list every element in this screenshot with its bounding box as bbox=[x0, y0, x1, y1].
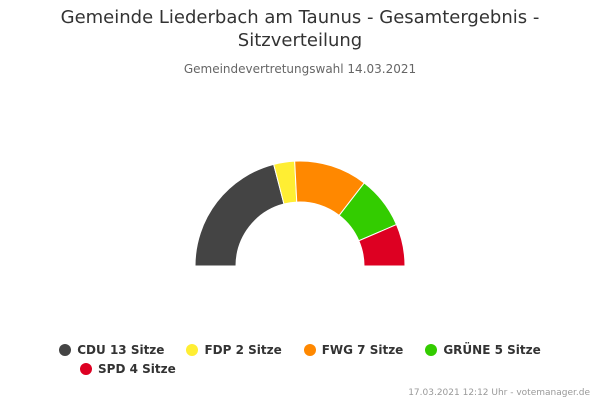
chart-subtitle: Gemeindevertretungswahl 14.03.2021 bbox=[183, 62, 417, 76]
legend-item-spd[interactable]: SPD 4 Sitze bbox=[80, 362, 176, 376]
legend: CDU 13 Sitze FDP 2 Sitze FWG 7 Sitze GRÜ… bbox=[0, 340, 600, 378]
chart-title: Gemeinde Liederbach am Taunus - Gesamter… bbox=[60, 7, 540, 51]
legend-item-fwg[interactable]: FWG 7 Sitze bbox=[303, 342, 404, 357]
legend-row: SPD 4 Sitze bbox=[0, 359, 600, 378]
slice-spd[interactable] bbox=[358, 223, 406, 267]
legend-item-gruene[interactable]: GRÜNE 5 Sitze bbox=[425, 342, 541, 357]
legend-label-fdp: FDP 2 Sitze bbox=[204, 342, 282, 357]
legend-item-fdp[interactable]: FDP 2 Sitze bbox=[186, 342, 282, 357]
legend-marker-gruene bbox=[425, 343, 438, 356]
credits-link[interactable]: 17.03.2021 12:12 Uhr - votemanager.de bbox=[408, 388, 590, 398]
legend-label-spd: SPD 4 Sitze bbox=[98, 361, 176, 376]
legend-label-cdu: CDU 13 Sitze bbox=[77, 342, 165, 357]
legend-item-cdu[interactable]: CDU 13 Sitze bbox=[59, 343, 164, 357]
legend-marker-fdp bbox=[186, 343, 199, 356]
legend-marker-fwg bbox=[303, 343, 316, 356]
slice-cdu[interactable] bbox=[194, 163, 285, 267]
legend-row: CDU 13 Sitze FDP 2 Sitze FWG 7 Sitze GRÜ… bbox=[0, 340, 600, 359]
legend-marker-cdu bbox=[59, 343, 72, 356]
legend-label-fwg: FWG 7 Sitze bbox=[321, 342, 404, 357]
legend-marker-spd bbox=[80, 362, 92, 375]
legend-label-gruene: GRÜNE 5 Sitze bbox=[443, 342, 541, 357]
